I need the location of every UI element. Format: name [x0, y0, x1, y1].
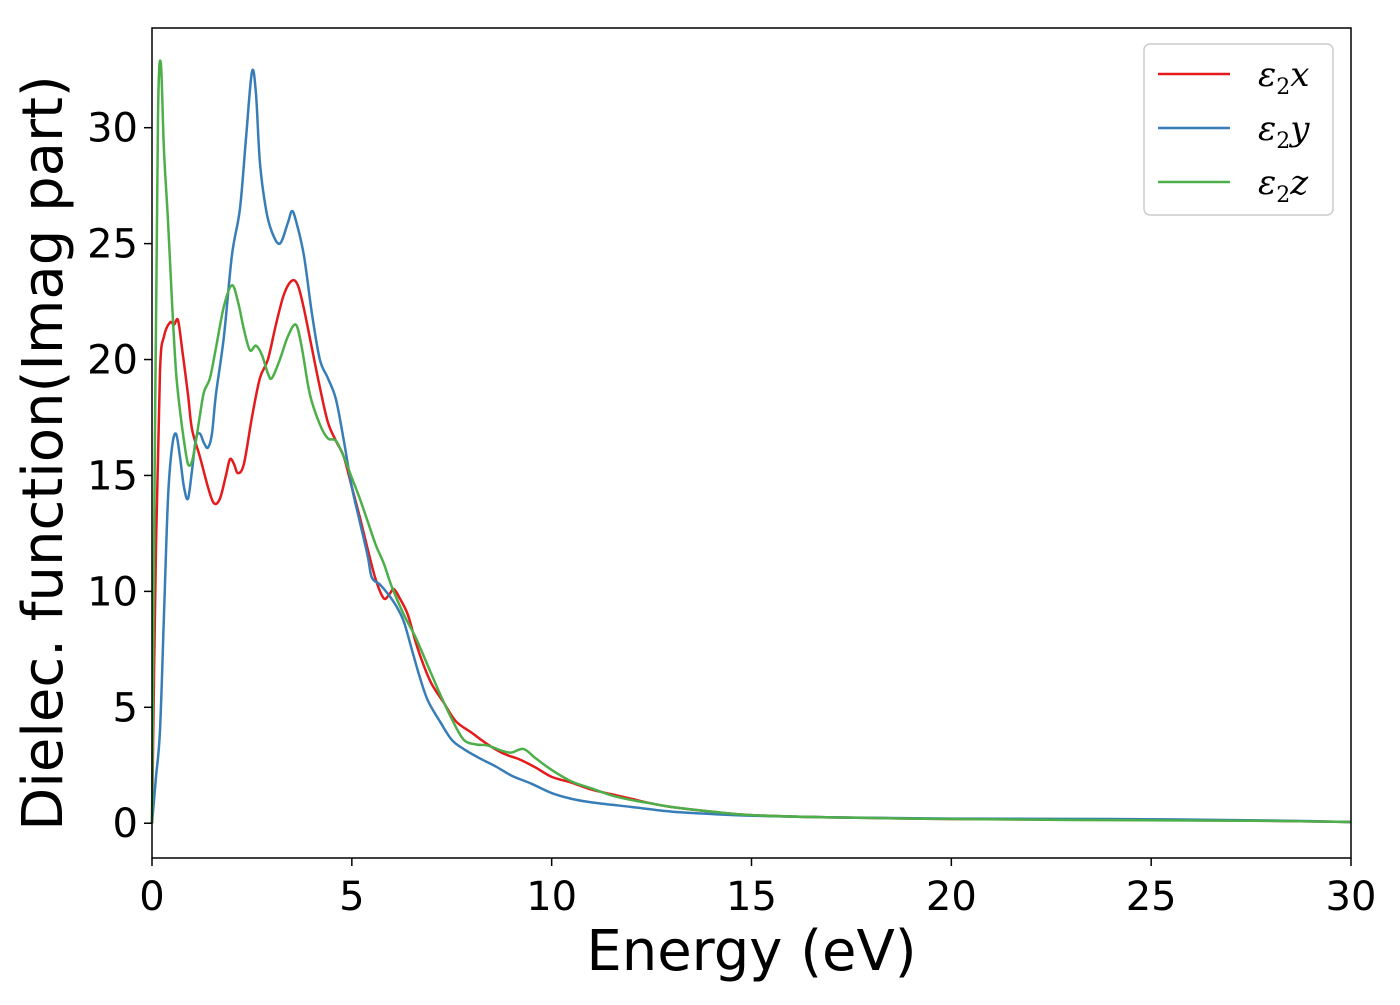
- x-tick-label: 0: [139, 874, 164, 920]
- legend: ε2x ε2y ε2z: [1143, 43, 1334, 216]
- legend-label-1: ε2y: [1258, 109, 1310, 154]
- series-line-2: [150, 59, 1352, 824]
- y-tick-label: 0: [113, 801, 138, 847]
- y-axis-title: Dielec. function(Imag part): [11, 75, 76, 831]
- x-tick-label: 15: [726, 874, 777, 920]
- y-tick-label: 15: [87, 453, 138, 499]
- y-tick-label: 5: [113, 685, 138, 731]
- x-tick-label: 25: [1126, 874, 1177, 920]
- legend-label-0: ε2x: [1258, 55, 1309, 100]
- y-tick-label: 30: [87, 106, 138, 152]
- y-tick-label: 20: [87, 338, 138, 384]
- series-line-0: [150, 278, 1352, 824]
- legend-label-2: ε2z: [1258, 163, 1309, 208]
- x-tick-label: 30: [1326, 874, 1377, 920]
- y-tick-label: 10: [87, 569, 138, 615]
- x-axis-title: Energy (eV): [586, 919, 916, 984]
- legend-box: [1143, 43, 1334, 216]
- x-tick-label: 5: [339, 874, 364, 920]
- x-tick-label: 10: [526, 874, 577, 920]
- series-layer: [150, 59, 1352, 824]
- x-axis-ticks: 0 5 10 15 20 25 30: [139, 858, 1376, 920]
- x-tick-label: 20: [926, 874, 977, 920]
- y-tick-label: 25: [87, 222, 138, 268]
- y-axis-ticks: 0 5 10 15 20 25 30: [87, 106, 152, 847]
